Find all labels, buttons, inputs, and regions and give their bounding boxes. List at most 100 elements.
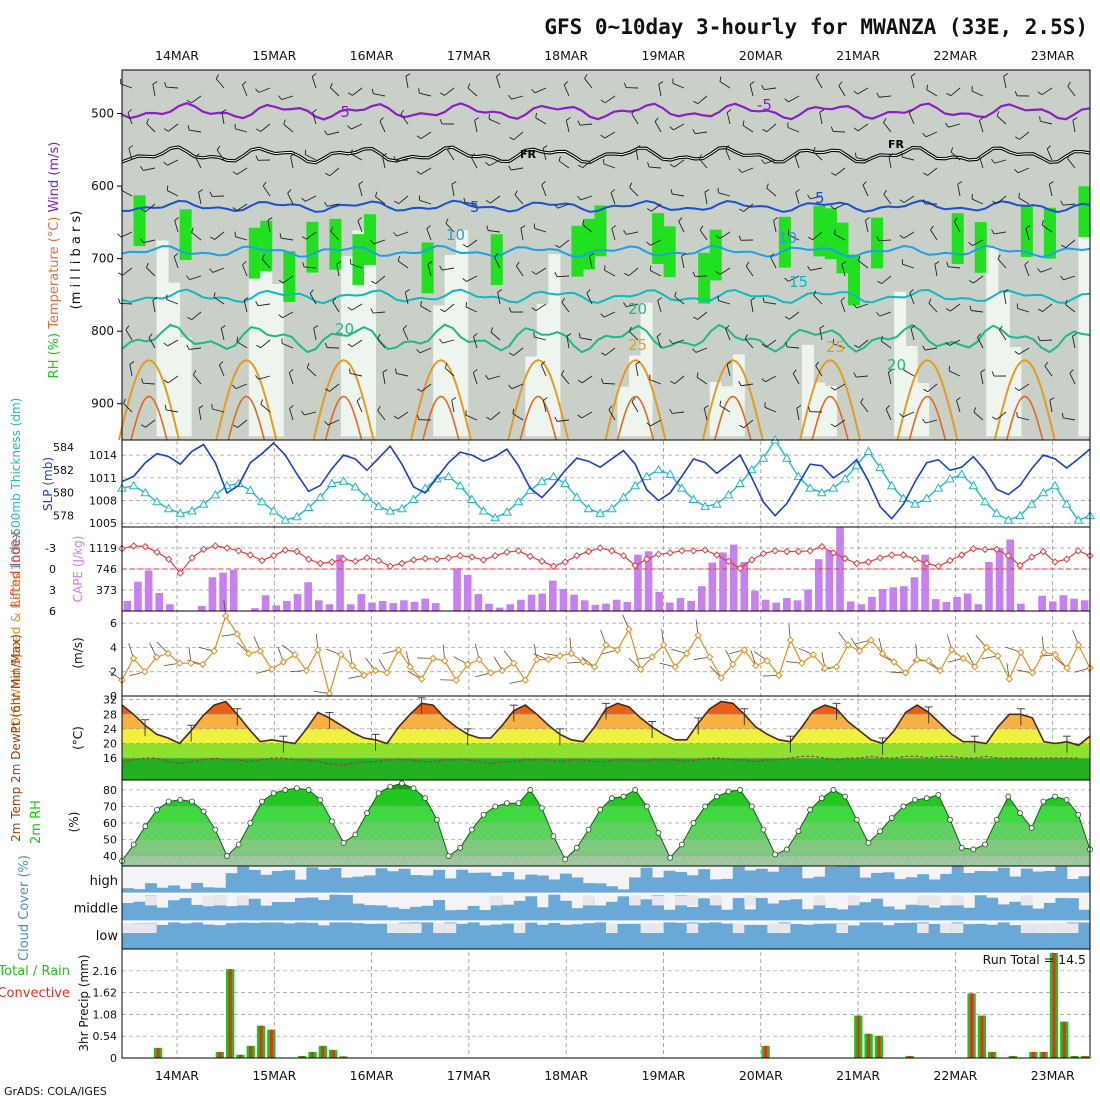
li-point (561, 558, 569, 566)
contour-25-dome (701, 359, 764, 441)
contour-label: 5 (470, 198, 480, 216)
y-tick-label: 800 (91, 324, 114, 338)
wind-barb-flag (578, 332, 581, 338)
cloud-cell (122, 888, 134, 894)
wind-barb-flag (1065, 299, 1068, 305)
wind-barb (858, 260, 869, 269)
wind-barb-flag (209, 191, 213, 197)
wind-barb-flag (508, 94, 512, 100)
cloud-cell (905, 877, 918, 894)
wind-barb (535, 303, 547, 311)
cloud-cell (744, 870, 757, 894)
rh-point (562, 856, 569, 863)
rh-point (375, 790, 382, 797)
wind-barb (1024, 264, 1030, 277)
cape-bar (1017, 603, 1025, 611)
cloud-cell (652, 923, 665, 949)
precip-conv-bar (238, 1054, 242, 1058)
wind-barb (672, 339, 685, 345)
wind-point (314, 646, 322, 654)
li-point (584, 547, 593, 556)
wind-barb (122, 267, 133, 276)
cape-tick-label: 373 (96, 584, 117, 597)
wind-point (890, 658, 898, 666)
wind-barb (128, 148, 133, 161)
wind-barb-flag (865, 217, 870, 221)
rh-point (620, 793, 627, 800)
cloud-cell (778, 921, 791, 949)
day-label-bottom: 21MAR (836, 1068, 880, 1083)
wind-barb (558, 160, 570, 169)
thickness-point (443, 471, 454, 481)
wind-point (590, 663, 599, 671)
wind-barb-flag (715, 235, 721, 239)
wind-barb (542, 148, 547, 161)
wind-barb-flag (312, 109, 317, 113)
wind-barb (812, 231, 823, 241)
cloud-gap (1032, 923, 1045, 934)
wind-ylabel: 10m Wind Speed & Barbs (8, 573, 23, 733)
wind-barb (145, 419, 156, 428)
wind-barb (858, 339, 869, 348)
li-point (398, 559, 406, 568)
thickness-point (1003, 515, 1014, 524)
wind-barb (581, 656, 595, 668)
cloud-cell (525, 874, 538, 894)
wind-barb (819, 112, 823, 125)
wind-barb (489, 159, 501, 167)
wind-barb (925, 131, 938, 138)
wind-barb-flag (853, 127, 859, 132)
wind-barb (631, 113, 639, 125)
thickness-point (210, 489, 221, 499)
li-tick-label: -3 (45, 542, 56, 555)
wind-barb-flag (1037, 91, 1043, 96)
wind-barb-flag (1003, 289, 1009, 293)
cloud-cell (444, 910, 457, 922)
wind-point (659, 641, 668, 649)
wind-barb-flag (834, 229, 836, 235)
wind-barb (629, 331, 639, 341)
thickness-point (257, 496, 267, 506)
wind-barb-flag (232, 207, 238, 211)
thickness-point (455, 480, 466, 490)
wind-barb (557, 203, 570, 209)
rh-point (877, 828, 883, 835)
thickness-point (653, 464, 664, 474)
cloud-cell (824, 866, 837, 894)
wind-barb (1048, 184, 1053, 197)
wind-point (821, 664, 829, 672)
wind-barb-flag (561, 370, 565, 375)
wind-barb-flag (141, 208, 147, 213)
cape-bar (208, 577, 217, 611)
cape-bar (389, 603, 398, 611)
cloud-cell (145, 895, 157, 922)
wind-barb (838, 85, 846, 97)
wind-point (1017, 648, 1025, 657)
rh-wet-band (836, 222, 849, 274)
thickness-point (886, 480, 897, 490)
wind-barb (189, 129, 202, 133)
wind-barb-flag (862, 181, 867, 186)
wind-barb (189, 347, 202, 350)
wind-barb-flag (125, 325, 130, 330)
wind-barb (815, 77, 823, 89)
cloud-cell (848, 866, 860, 894)
rh-point (608, 795, 615, 802)
wind-barb-flag (589, 253, 594, 257)
wind-barb-flag (486, 225, 489, 231)
wind-barb-flag (742, 120, 745, 126)
wind-barb-flag (444, 363, 448, 369)
wind-barb (1017, 416, 1030, 421)
cloud-cell (525, 922, 538, 949)
day-label-bottom: 20MAR (739, 1068, 783, 1083)
wind-barb-flag (808, 236, 814, 241)
cloud-cell (767, 903, 780, 922)
wind-barb-flag (146, 118, 150, 124)
wind-barb-flag (784, 316, 790, 320)
wind-barb-flag (371, 88, 374, 94)
cloud-cell (410, 921, 423, 949)
wind-barb-flag (946, 261, 949, 267)
rh-point (1075, 811, 1082, 818)
li-point (339, 555, 348, 563)
wind-barb-flag (807, 406, 811, 412)
